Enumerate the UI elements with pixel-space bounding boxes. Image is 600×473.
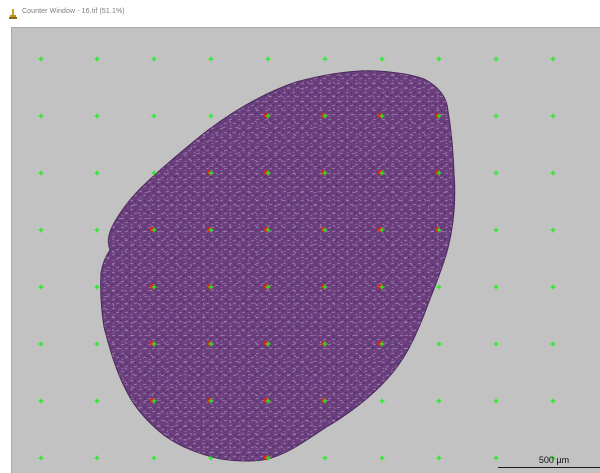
window-title: Counter Window - 16.tif (51.1%) <box>22 7 125 15</box>
counter-markers[interactable] <box>38 56 556 461</box>
counted-point-marker[interactable] <box>377 226 385 233</box>
grid-point-marker[interactable] <box>38 284 44 290</box>
counted-point-marker[interactable] <box>149 226 157 233</box>
grid-point-marker[interactable] <box>151 113 157 119</box>
grid-point-marker[interactable] <box>436 341 442 347</box>
grid-point-marker[interactable] <box>493 56 499 62</box>
grid-point-marker[interactable] <box>94 284 100 290</box>
grid-point-marker[interactable] <box>493 341 499 347</box>
grid-point-marker[interactable] <box>38 398 44 404</box>
grid-point-marker[interactable] <box>493 227 499 233</box>
counted-point-marker[interactable] <box>263 169 271 176</box>
counted-point-marker[interactable] <box>263 397 271 404</box>
grid-point-marker[interactable] <box>151 56 157 62</box>
counted-point-marker[interactable] <box>263 454 271 461</box>
grid-point-marker[interactable] <box>436 56 442 62</box>
grid-point-marker[interactable] <box>550 227 556 233</box>
counted-point-marker[interactable] <box>377 169 385 176</box>
grid-point-marker[interactable] <box>151 170 157 176</box>
grid-point-marker[interactable] <box>265 56 271 62</box>
counted-point-marker[interactable] <box>149 283 157 290</box>
grid-point-marker[interactable] <box>38 113 44 119</box>
grid-point-marker[interactable] <box>208 455 214 461</box>
grid-point-marker[interactable] <box>550 170 556 176</box>
grid-point-marker[interactable] <box>550 284 556 290</box>
grid-point-marker[interactable] <box>151 455 157 461</box>
grid-point-marker[interactable] <box>379 398 385 404</box>
grid-point-marker[interactable] <box>436 284 442 290</box>
counted-point-marker[interactable] <box>320 226 328 233</box>
counted-point-marker[interactable] <box>206 283 214 290</box>
counted-point-marker[interactable] <box>377 340 385 347</box>
scale-bar-line <box>498 467 600 468</box>
grid-point-marker[interactable] <box>322 455 328 461</box>
counted-point-marker[interactable] <box>263 112 271 119</box>
grid-point-marker[interactable] <box>493 455 499 461</box>
counted-point-marker[interactable] <box>320 283 328 290</box>
grid-point-marker[interactable] <box>94 398 100 404</box>
grid-point-marker[interactable] <box>94 227 100 233</box>
counted-point-marker[interactable] <box>320 340 328 347</box>
grid-point-marker[interactable] <box>493 284 499 290</box>
grid-point-marker[interactable] <box>436 398 442 404</box>
grid-point-marker[interactable] <box>38 455 44 461</box>
grid-point-marker[interactable] <box>550 113 556 119</box>
grid-point-marker[interactable] <box>550 398 556 404</box>
grid-point-marker[interactable] <box>208 113 214 119</box>
imagej-microscope-icon <box>9 6 17 19</box>
grid-point-marker[interactable] <box>550 341 556 347</box>
grid-point-marker[interactable] <box>493 170 499 176</box>
counted-point-marker[interactable] <box>377 112 385 119</box>
grid-point-marker[interactable] <box>436 455 442 461</box>
grid-point-marker[interactable] <box>208 56 214 62</box>
grid-point-marker[interactable] <box>550 455 556 461</box>
counted-point-marker[interactable] <box>206 340 214 347</box>
grid-point-marker[interactable] <box>38 56 44 62</box>
counted-point-marker[interactable] <box>263 226 271 233</box>
image-canvas[interactable]: 500 µm <box>11 27 600 473</box>
counted-point-marker[interactable] <box>434 112 442 119</box>
counted-point-marker[interactable] <box>206 397 214 404</box>
grid-point-marker[interactable] <box>94 170 100 176</box>
counted-point-marker[interactable] <box>263 340 271 347</box>
counted-point-marker[interactable] <box>206 226 214 233</box>
counted-point-marker[interactable] <box>434 169 442 176</box>
tissue-texture-overlay <box>100 70 455 462</box>
counted-point-marker[interactable] <box>149 340 157 347</box>
grid-point-marker[interactable] <box>94 56 100 62</box>
grid-point-marker[interactable] <box>550 56 556 62</box>
grid-point-marker[interactable] <box>322 56 328 62</box>
grid-point-marker[interactable] <box>94 455 100 461</box>
grid-point-marker[interactable] <box>38 341 44 347</box>
grid-point-marker[interactable] <box>379 56 385 62</box>
grid-point-marker[interactable] <box>38 170 44 176</box>
counted-point-marker[interactable] <box>263 283 271 290</box>
grid-point-marker[interactable] <box>379 455 385 461</box>
counted-point-marker[interactable] <box>320 397 328 404</box>
image-svg <box>38 56 556 462</box>
scale-bar-label: 500 µm <box>538 455 570 465</box>
grid-point-marker[interactable] <box>94 341 100 347</box>
counted-point-marker[interactable] <box>434 226 442 233</box>
counted-point-marker[interactable] <box>377 283 385 290</box>
grid-point-marker[interactable] <box>493 398 499 404</box>
grid-point-marker[interactable] <box>94 113 100 119</box>
counted-point-marker[interactable] <box>206 169 214 176</box>
scale-bar: 500 µm <box>498 455 600 469</box>
counted-point-marker[interactable] <box>320 112 328 119</box>
title-bar[interactable]: Counter Window - 16.tif (51.1%) <box>0 0 600 22</box>
counted-point-marker[interactable] <box>320 169 328 176</box>
grid-point-marker[interactable] <box>38 227 44 233</box>
grid-point-marker[interactable] <box>493 113 499 119</box>
counted-point-marker[interactable] <box>149 397 157 404</box>
